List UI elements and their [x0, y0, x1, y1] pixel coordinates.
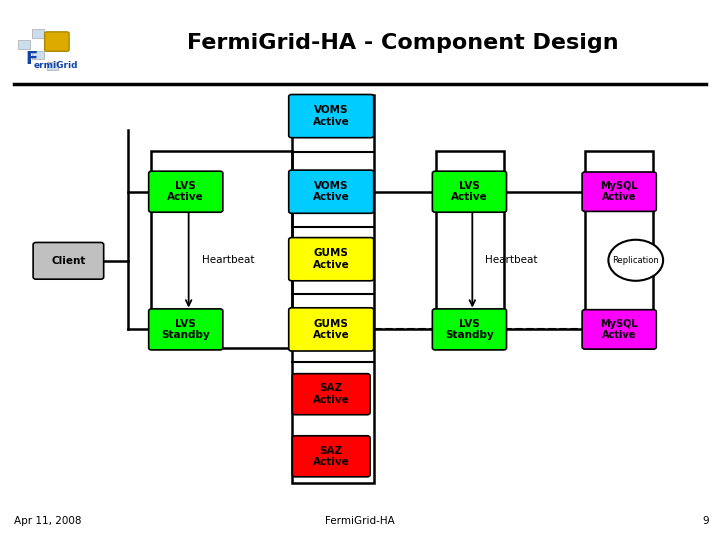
Text: LVS
Standby: LVS Standby	[161, 319, 210, 340]
Text: Replication: Replication	[613, 256, 659, 265]
Text: FermiGrid-HA - Component Design: FermiGrid-HA - Component Design	[187, 33, 619, 53]
Text: LVS
Active: LVS Active	[451, 181, 488, 202]
Text: Heartbeat: Heartbeat	[202, 255, 254, 265]
Text: VOMS
Active: VOMS Active	[312, 105, 350, 127]
FancyBboxPatch shape	[292, 374, 370, 415]
Text: Heartbeat: Heartbeat	[485, 255, 538, 265]
Text: Client: Client	[51, 256, 86, 266]
Text: MySQL
Active: MySQL Active	[600, 181, 638, 202]
Circle shape	[608, 240, 663, 281]
FancyBboxPatch shape	[582, 172, 657, 211]
FancyBboxPatch shape	[292, 436, 370, 477]
FancyBboxPatch shape	[149, 309, 223, 350]
Text: Apr 11, 2008: Apr 11, 2008	[14, 516, 82, 526]
Bar	[18, 40, 30, 49]
FancyBboxPatch shape	[149, 171, 223, 212]
Bar	[47, 62, 58, 70]
FancyBboxPatch shape	[432, 309, 507, 350]
Bar	[32, 51, 44, 59]
Text: LVS
Standby: LVS Standby	[445, 319, 494, 340]
Bar	[151, 151, 292, 348]
Text: GUMS
Active: GUMS Active	[312, 319, 350, 340]
Text: MySQL
Active: MySQL Active	[600, 319, 638, 340]
Bar	[436, 151, 504, 348]
FancyBboxPatch shape	[289, 170, 374, 213]
Text: VOMS
Active: VOMS Active	[312, 181, 350, 202]
Text: 9: 9	[703, 516, 709, 526]
Text: F: F	[25, 50, 37, 68]
FancyBboxPatch shape	[582, 309, 657, 349]
Text: LVS
Active: LVS Active	[167, 181, 204, 202]
Bar	[32, 29, 44, 38]
FancyBboxPatch shape	[33, 242, 104, 279]
Text: ermiGrid: ermiGrid	[34, 61, 78, 70]
FancyBboxPatch shape	[45, 32, 69, 51]
Bar	[585, 151, 653, 348]
FancyBboxPatch shape	[289, 94, 374, 138]
FancyBboxPatch shape	[289, 308, 374, 351]
Bar	[292, 94, 374, 483]
FancyBboxPatch shape	[289, 238, 374, 281]
Text: GUMS
Active: GUMS Active	[312, 248, 350, 270]
Text: SAZ
Active: SAZ Active	[312, 383, 350, 405]
Text: FermiGrid-HA: FermiGrid-HA	[325, 516, 395, 526]
FancyBboxPatch shape	[432, 171, 507, 212]
Text: SAZ
Active: SAZ Active	[312, 446, 350, 467]
